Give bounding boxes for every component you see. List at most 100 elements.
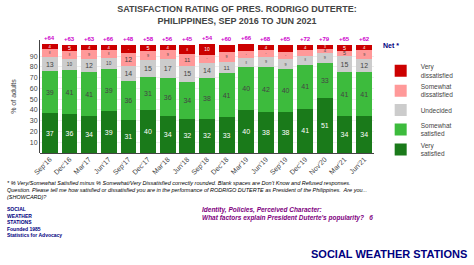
svg-text:5: 5 xyxy=(147,45,150,51)
svg-text:34: 34 xyxy=(341,131,349,138)
svg-text:Jun'17: Jun'17 xyxy=(93,156,112,175)
svg-text:4: 4 xyxy=(265,45,268,50)
svg-text:41: 41 xyxy=(301,83,309,90)
svg-text:4: 4 xyxy=(49,44,52,49)
svg-text:12: 12 xyxy=(360,62,368,69)
svg-text:Nov'20: Nov'20 xyxy=(308,156,328,176)
svg-text:10: 10 xyxy=(30,139,38,146)
svg-text:8: 8 xyxy=(69,53,71,57)
svg-text:5: 5 xyxy=(343,50,346,56)
svg-text:* % Very/Somewhat Satisfied mi: * % Very/Somewhat Satisfied minus % Some… xyxy=(7,180,367,200)
svg-text:+60: +60 xyxy=(221,36,232,42)
svg-text:31: 31 xyxy=(124,133,132,140)
svg-text:Verydissatisfied: Verydissatisfied xyxy=(421,63,454,78)
svg-text:9: 9 xyxy=(363,53,365,57)
svg-text:40: 40 xyxy=(144,128,152,135)
svg-text:14: 14 xyxy=(203,67,211,74)
svg-text:+66: +66 xyxy=(241,35,252,41)
svg-text:+63: +63 xyxy=(64,36,75,42)
svg-text:Dec'17: Dec'17 xyxy=(131,156,151,176)
svg-text:4: 4 xyxy=(324,48,327,53)
svg-text:+45: +45 xyxy=(182,36,193,42)
svg-text:+65: +65 xyxy=(339,36,350,42)
svg-text:40: 40 xyxy=(282,87,290,94)
svg-text:10: 10 xyxy=(204,47,210,52)
svg-text:Somewhatdissatisfied: Somewhatdissatisfied xyxy=(421,83,454,98)
svg-text:32: 32 xyxy=(183,132,191,139)
svg-text:38: 38 xyxy=(282,129,290,136)
svg-text:Verysatisfied: Verysatisfied xyxy=(421,142,445,157)
svg-text:Undecided: Undecided xyxy=(421,107,452,114)
svg-text:Jun'21: Jun'21 xyxy=(348,156,367,175)
svg-text:90: 90 xyxy=(30,53,38,60)
svg-text:80: 80 xyxy=(30,63,38,70)
svg-text:+58: +58 xyxy=(143,36,154,42)
svg-text:% of adults: % of adults xyxy=(10,79,17,114)
svg-text:11: 11 xyxy=(184,57,190,63)
svg-text:12: 12 xyxy=(125,56,133,63)
svg-text:+68: +68 xyxy=(260,36,271,42)
svg-text:9: 9 xyxy=(88,53,90,57)
svg-text:+63: +63 xyxy=(84,36,95,42)
svg-text:Mar'19: Mar'19 xyxy=(230,156,250,176)
svg-text:36: 36 xyxy=(66,130,74,137)
svg-text:41: 41 xyxy=(360,91,368,98)
svg-text:13: 13 xyxy=(46,61,54,68)
svg-text:5: 5 xyxy=(343,45,346,51)
svg-text:14: 14 xyxy=(124,70,132,77)
svg-text:4: 4 xyxy=(108,45,111,50)
svg-text:39: 39 xyxy=(46,89,54,96)
svg-text:+64: +64 xyxy=(44,35,55,41)
svg-text:+48: +48 xyxy=(123,36,134,42)
svg-text:SOCIALWEATHERSTATIONSFounded 1: SOCIALWEATHERSTATIONSFounded 1985Statist… xyxy=(7,206,62,238)
svg-text:10: 10 xyxy=(67,62,73,67)
svg-text:15: 15 xyxy=(144,65,152,72)
svg-text:41: 41 xyxy=(85,91,93,98)
svg-text:33: 33 xyxy=(321,77,329,84)
svg-text:9: 9 xyxy=(285,63,287,67)
svg-text:6: 6 xyxy=(285,48,286,49)
svg-text:41: 41 xyxy=(341,91,349,98)
svg-text:7: 7 xyxy=(246,54,247,55)
svg-text:4: 4 xyxy=(166,45,169,50)
svg-text:+66: +66 xyxy=(103,36,114,42)
svg-text:42: 42 xyxy=(262,86,270,93)
svg-text:34: 34 xyxy=(183,97,191,104)
svg-text:4: 4 xyxy=(88,45,91,50)
svg-text:12: 12 xyxy=(85,62,93,69)
svg-text:4: 4 xyxy=(363,45,366,50)
svg-text:8: 8 xyxy=(49,51,51,55)
svg-text:38: 38 xyxy=(262,129,270,136)
svg-text:Identity, Policies, Perceived: Identity, Policies, Perceived Character:… xyxy=(202,206,373,222)
svg-text:Sep'17: Sep'17 xyxy=(111,156,132,177)
svg-text:36: 36 xyxy=(164,94,172,101)
svg-text:20: 20 xyxy=(30,128,38,135)
svg-text:8: 8 xyxy=(187,48,189,52)
svg-text:39: 39 xyxy=(105,129,113,136)
svg-text:Sep'16: Sep'16 xyxy=(33,156,54,177)
svg-text:60: 60 xyxy=(30,85,38,92)
svg-text:34: 34 xyxy=(85,131,93,138)
svg-text:10: 10 xyxy=(106,61,112,66)
svg-text:Jun'18: Jun'18 xyxy=(171,156,190,175)
svg-text:Sep'19: Sep'19 xyxy=(269,156,290,177)
svg-text:7: 7 xyxy=(207,58,208,59)
svg-text:+79: +79 xyxy=(319,36,330,42)
svg-text:Dec'18: Dec'18 xyxy=(210,156,230,176)
svg-text:41: 41 xyxy=(223,92,231,99)
svg-text:40: 40 xyxy=(242,128,250,135)
svg-text:7: 7 xyxy=(285,55,286,56)
svg-text:Dec'19: Dec'19 xyxy=(288,156,308,176)
svg-text:Dec'16: Dec'16 xyxy=(52,156,72,176)
svg-text:40: 40 xyxy=(30,106,38,113)
svg-text:Net *: Net * xyxy=(383,42,399,49)
svg-text:+62: +62 xyxy=(359,36,370,42)
svg-text:39: 39 xyxy=(105,87,113,94)
svg-text:Jun'19: Jun'19 xyxy=(250,156,269,175)
svg-text:SOCIAL WEATHER STATIONS: SOCIAL WEATHER STATIONS xyxy=(311,248,467,260)
svg-text:4: 4 xyxy=(304,45,307,50)
svg-text:Mar'17: Mar'17 xyxy=(72,156,92,176)
svg-text:37: 37 xyxy=(46,130,54,137)
svg-text:9: 9 xyxy=(167,53,169,57)
svg-text:70: 70 xyxy=(30,74,38,81)
